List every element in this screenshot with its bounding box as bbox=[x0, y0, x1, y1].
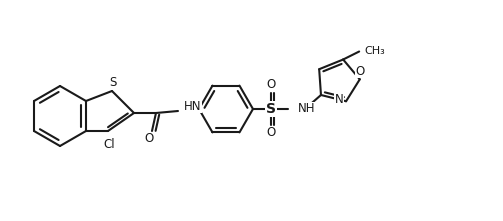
Text: O: O bbox=[267, 126, 276, 139]
Text: S: S bbox=[109, 76, 117, 90]
Text: Cl: Cl bbox=[103, 137, 115, 151]
Text: O: O bbox=[267, 78, 276, 91]
Text: O: O bbox=[144, 133, 153, 145]
Text: N: N bbox=[334, 93, 344, 106]
Text: S: S bbox=[266, 102, 276, 116]
Text: CH₃: CH₃ bbox=[364, 46, 385, 55]
Text: HN: HN bbox=[184, 99, 202, 112]
Text: O: O bbox=[355, 65, 364, 78]
Text: NH: NH bbox=[298, 103, 315, 116]
